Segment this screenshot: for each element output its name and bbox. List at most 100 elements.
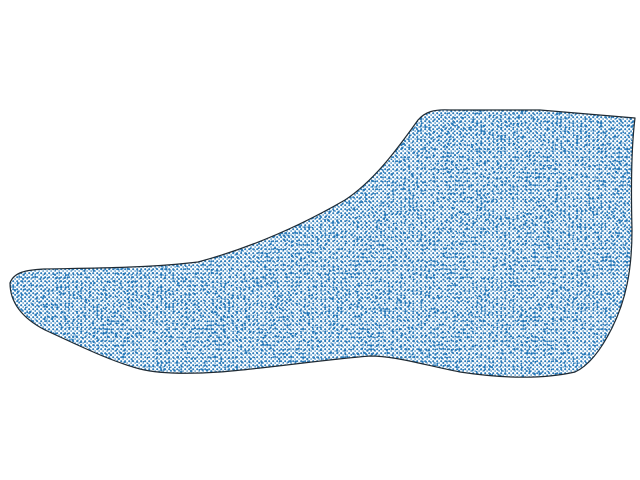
point <box>165 179 168 183</box>
point <box>299 120 302 123</box>
point <box>98 164 100 167</box>
point <box>69 163 72 166</box>
point <box>215 135 218 137</box>
point <box>524 222 527 225</box>
point <box>442 252 445 255</box>
point <box>201 192 205 196</box>
point <box>374 113 378 116</box>
point <box>285 109 288 112</box>
point <box>257 121 260 124</box>
point <box>503 146 506 149</box>
point <box>43 200 46 203</box>
point <box>407 122 410 125</box>
point <box>562 172 565 176</box>
point <box>73 154 76 157</box>
point <box>27 225 30 228</box>
point <box>440 114 443 117</box>
point <box>300 152 302 154</box>
point <box>29 146 32 149</box>
point <box>617 147 621 150</box>
point <box>629 217 632 220</box>
point <box>400 260 402 263</box>
point <box>60 122 63 125</box>
point <box>10 252 12 255</box>
point <box>46 210 49 212</box>
point <box>530 209 533 212</box>
point <box>486 148 490 151</box>
point <box>419 268 423 271</box>
point <box>335 168 338 171</box>
point <box>451 122 454 126</box>
point <box>610 213 613 216</box>
point <box>598 163 601 166</box>
point <box>127 251 129 254</box>
point <box>543 134 546 137</box>
point <box>84 173 87 176</box>
point <box>10 189 13 192</box>
point <box>294 159 297 162</box>
point <box>218 175 222 178</box>
point <box>97 252 100 255</box>
point <box>425 221 428 224</box>
point <box>608 205 611 209</box>
point <box>602 179 605 183</box>
point <box>526 155 529 158</box>
point <box>35 105 37 107</box>
point <box>492 215 495 218</box>
point <box>14 105 16 107</box>
point <box>136 270 138 272</box>
point <box>240 210 243 213</box>
point <box>282 204 286 207</box>
point <box>459 176 462 179</box>
point <box>193 257 197 260</box>
point <box>533 229 537 233</box>
point <box>332 151 335 153</box>
point <box>398 184 401 187</box>
point <box>84 240 87 243</box>
point <box>189 196 192 199</box>
point <box>308 137 311 140</box>
point <box>197 176 200 180</box>
point <box>420 221 424 225</box>
point <box>96 230 100 233</box>
point <box>54 256 57 258</box>
point <box>135 129 138 133</box>
point <box>396 243 399 247</box>
point <box>213 210 217 213</box>
point <box>341 179 345 182</box>
point <box>35 109 38 112</box>
point <box>239 269 242 272</box>
point <box>382 176 384 179</box>
point <box>623 225 626 228</box>
point <box>358 122 362 126</box>
point <box>17 141 21 144</box>
point <box>348 152 351 155</box>
point <box>77 208 80 212</box>
point <box>522 268 525 271</box>
point <box>522 218 525 221</box>
point <box>17 106 19 108</box>
point <box>47 152 50 155</box>
point <box>417 217 420 220</box>
point <box>345 169 348 171</box>
point <box>4 256 7 259</box>
point <box>524 201 528 204</box>
point <box>354 172 357 174</box>
point <box>329 109 332 112</box>
point <box>237 148 239 150</box>
point <box>332 198 335 201</box>
point <box>16 197 19 200</box>
point <box>522 125 524 128</box>
point <box>428 121 431 124</box>
point <box>253 239 256 242</box>
point <box>496 162 500 165</box>
point <box>308 109 311 112</box>
point <box>509 122 513 125</box>
point <box>163 169 166 172</box>
point <box>513 259 516 262</box>
point <box>340 168 342 170</box>
point <box>98 273 101 277</box>
point <box>119 251 122 254</box>
point <box>173 230 177 233</box>
point <box>76 114 79 116</box>
